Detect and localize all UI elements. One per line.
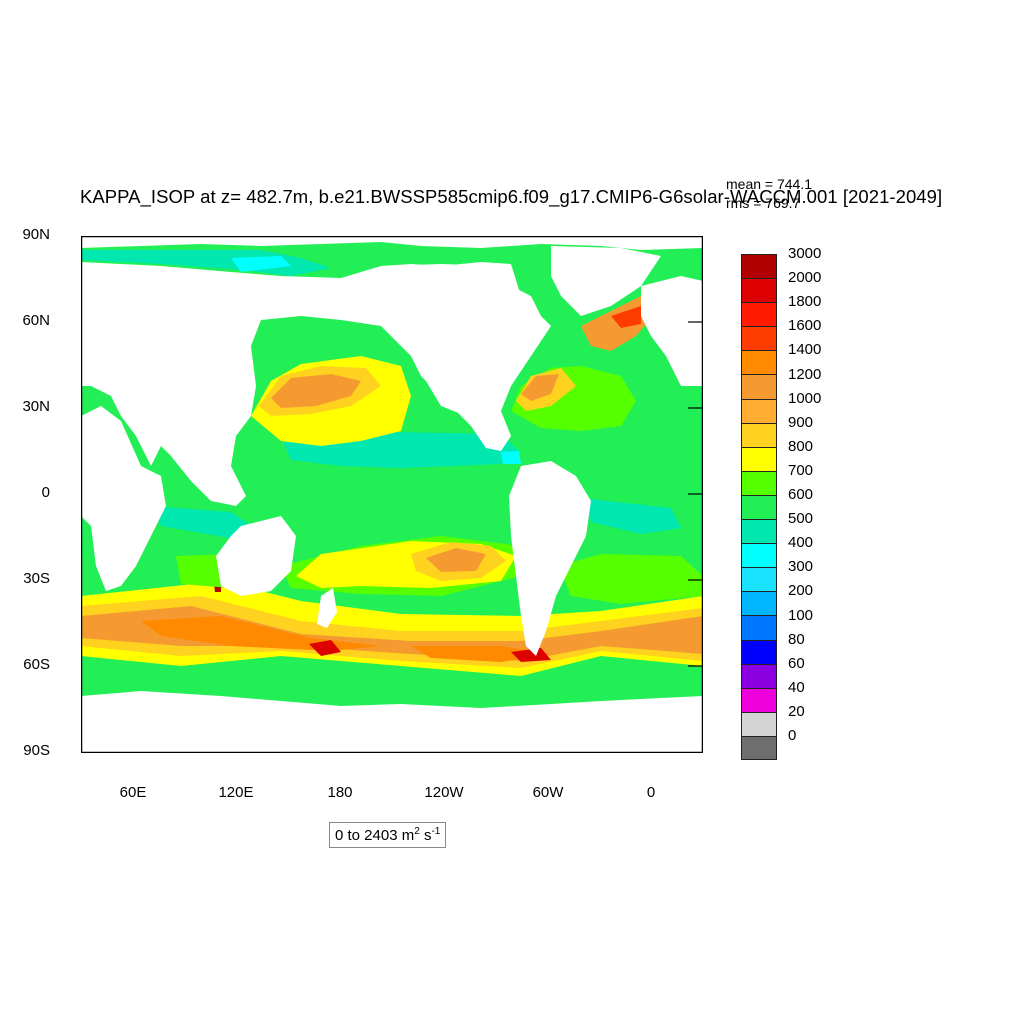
sp-orange <box>426 548 486 572</box>
lat-label-60n: 60N <box>22 312 50 329</box>
colorbar-label: 40 <box>788 678 805 696</box>
lat-label-90n: 90N <box>22 226 50 243</box>
colorbar <box>741 254 777 760</box>
colorbar-label: 1000 <box>788 389 822 407</box>
colorbar-label: 500 <box>788 510 814 528</box>
colorbar-label: 100 <box>788 606 814 624</box>
np-orange <box>271 374 361 408</box>
colorbar-label: 1800 <box>788 293 822 311</box>
arctic-cyan-patch <box>231 256 291 272</box>
map-ticks <box>688 236 703 667</box>
arctic-land <box>81 236 703 250</box>
lat-label-60s: 60S <box>23 656 50 673</box>
colorbar-box <box>741 254 777 279</box>
rms-value: rms = 769.7 <box>726 195 801 211</box>
range-exp-s: -1 <box>431 826 441 837</box>
colorbar-box <box>741 591 777 616</box>
lon-label-0: 0 <box>646 784 656 801</box>
colorbar-box <box>741 735 777 760</box>
colorbar-label: 1400 <box>788 341 822 359</box>
lat-label-0: 0 <box>41 484 50 501</box>
colorbar-box <box>741 519 777 544</box>
australia-land <box>216 516 296 596</box>
antarctica-land <box>81 691 703 753</box>
range-exp-m: 2 <box>414 826 420 837</box>
colorbar-box <box>741 494 777 520</box>
eq-cyan-spot <box>501 451 521 464</box>
indian-cyan-band <box>151 506 261 540</box>
colorbar-label: 20 <box>788 702 805 720</box>
so-darkorange-2 <box>411 646 551 662</box>
lon-label-60e: 60E <box>119 784 147 801</box>
colorbar-box <box>741 278 777 303</box>
new-zealand-land <box>317 588 337 628</box>
value-range-box: 0 to 2403 m2 s-1 <box>329 822 447 848</box>
colorbar-box <box>741 470 777 495</box>
colorbar-box <box>741 326 777 351</box>
colorbar-box <box>741 567 777 592</box>
colorbar-box <box>741 350 777 375</box>
lat-label-30s: 30S <box>23 570 50 587</box>
colorbar-label: 2000 <box>788 269 822 287</box>
colorbar-label: 1200 <box>788 365 822 383</box>
lon-label-120e: 120E <box>218 784 254 801</box>
colorbar-box <box>741 711 777 736</box>
atlantic-cyan-band <box>581 498 681 534</box>
colorbar-label: 700 <box>788 461 814 479</box>
so-red-spot-2 <box>511 648 551 662</box>
colorbar-box <box>741 398 777 423</box>
greenland-land <box>551 246 661 316</box>
colorbar-label: 300 <box>788 558 814 576</box>
so-red-spot-1 <box>309 640 341 656</box>
colorbar-box <box>741 422 777 447</box>
colorbar-label: 900 <box>788 413 814 431</box>
india-land <box>111 396 161 466</box>
na-orange <box>521 374 559 401</box>
lat-label-30n: 30N <box>22 398 50 415</box>
colorbar-label: 200 <box>788 582 814 600</box>
lon-label-120w: 120W <box>424 784 464 801</box>
colorbar-label: 0 <box>788 727 797 744</box>
colorbar-box <box>741 374 777 399</box>
colorbar-box <box>741 446 777 471</box>
north-america-land <box>371 264 551 451</box>
labrador-red <box>611 306 641 328</box>
colorbar-label: 400 <box>788 534 814 552</box>
sa-lightgreen <box>559 554 703 604</box>
colorbar-box <box>741 639 777 664</box>
colorbar-box <box>741 302 777 327</box>
range-prefix: 0 to 2403 m <box>335 827 415 844</box>
colorbar-box <box>741 543 777 568</box>
colorbar-label: 3000 <box>788 245 822 262</box>
colorbar-label: 600 <box>788 486 814 503</box>
europe-land <box>641 276 703 386</box>
colorbar-label: 1600 <box>788 317 822 335</box>
colorbar-box <box>741 663 777 688</box>
colorbar-label: 60 <box>788 654 805 672</box>
colorbar-box <box>741 615 777 640</box>
colorbar-box <box>741 687 777 712</box>
mean-value: mean = 744.1 <box>726 176 813 192</box>
map-title: KAPPA_ISOP at z= 482.7m, b.e21.BWSSP585c… <box>80 186 943 207</box>
africa-land <box>81 406 166 591</box>
lon-label-180: 180 <box>327 784 353 801</box>
so-orange <box>81 606 703 661</box>
lon-label-60w: 60W <box>532 784 564 801</box>
map-plot <box>81 236 703 753</box>
lat-label-90s: 90S <box>23 742 50 759</box>
colorbar-label: 800 <box>788 437 814 455</box>
south-america-land <box>509 461 591 656</box>
range-mid: s <box>419 827 432 844</box>
colorbar-label: 80 <box>788 630 805 648</box>
